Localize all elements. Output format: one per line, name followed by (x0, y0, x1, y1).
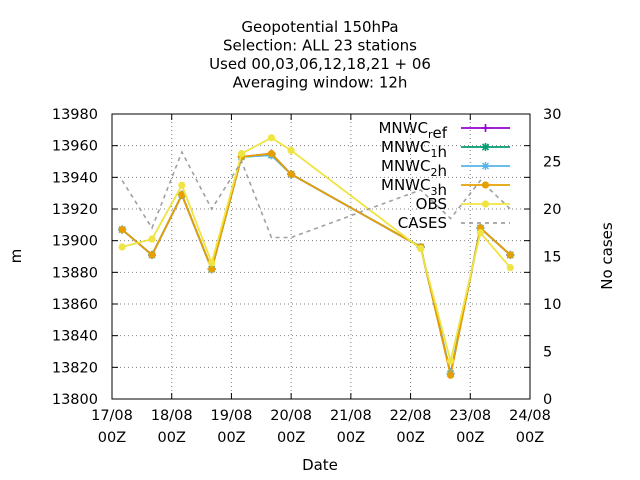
y-tick-label: 13940 (52, 170, 98, 186)
x-tick-label: 00Z (337, 430, 365, 446)
legend-label-part: MNWC (381, 138, 430, 156)
x-tick-label: 17/08 (91, 408, 133, 424)
data-point (267, 149, 276, 158)
series-line (121, 150, 511, 239)
data-point (118, 243, 126, 251)
x-tick-label: 00Z (158, 430, 186, 446)
legend-label: CASES (398, 214, 447, 232)
data-point (208, 259, 216, 267)
data-point (481, 162, 490, 170)
legend-label: MNWCref (378, 119, 447, 142)
data-point (237, 149, 246, 158)
series-obs (118, 134, 514, 365)
legend-label-part: MNWC (381, 176, 430, 194)
y-tick-label: 13840 (52, 329, 98, 345)
x-tick-label: 00Z (217, 430, 245, 446)
x-tick-label: 18/08 (151, 408, 193, 424)
title-line: Geopotential 150hPa (241, 18, 398, 36)
x-tick-label: 21/08 (330, 408, 372, 424)
x-tick-label: 20/08 (270, 408, 312, 424)
legend-label: OBS (416, 195, 447, 213)
data-point (148, 235, 156, 243)
legend-label-part: 1 (430, 147, 437, 160)
series-line (121, 136, 511, 362)
series-lines (118, 134, 515, 379)
y2-tick-label: 30 (543, 107, 561, 123)
legend-label-part: r (428, 128, 433, 141)
data-point (481, 200, 490, 208)
data-point (476, 229, 485, 237)
y-tick-label: 13920 (52, 202, 98, 218)
data-point (506, 263, 514, 272)
data-point (481, 181, 490, 189)
y2-axis-label: No cases (598, 222, 616, 290)
data-point (287, 146, 295, 155)
x-tick-label: 23/08 (449, 408, 491, 424)
y2-tick-label: 20 (543, 202, 561, 218)
y2-tick-label: 15 (543, 250, 561, 266)
x-tick-label: 00Z (516, 430, 544, 446)
y-tick-label: 13860 (52, 297, 98, 313)
legend-label-part: h (437, 143, 447, 161)
data-point (178, 181, 186, 189)
data-point (506, 251, 514, 259)
legend-label: MNWC3h (381, 176, 447, 199)
data-point (208, 265, 216, 273)
legend-label-part: MNWC (381, 157, 430, 175)
data-point (417, 244, 425, 253)
series-cases (121, 150, 511, 239)
y-tick-label: 13880 (52, 265, 98, 281)
legend-label-part: h (437, 181, 447, 199)
x-tick-label: 19/08 (211, 408, 253, 424)
data-point (481, 124, 490, 132)
data-point (118, 225, 126, 234)
legend-label-part: ef (432, 124, 447, 142)
x-axis-label: Date (302, 456, 338, 474)
y2-tick-label: 0 (543, 392, 552, 408)
plot-frame (111, 113, 531, 400)
legend-label-part: 2 (430, 166, 437, 179)
legend-label: MNWC1h (381, 138, 447, 161)
data-point (287, 170, 295, 178)
x-tick-label: 24/08 (509, 408, 551, 424)
data-point (446, 371, 455, 379)
legend-label-part: OBS (416, 195, 447, 213)
y-tick-label: 13980 (52, 107, 98, 123)
x-tick-label: 00Z (456, 430, 484, 446)
y-tick-label: 13900 (52, 234, 98, 250)
y-tick-label: 13960 (52, 139, 98, 155)
legend-label: MNWC2h (381, 157, 447, 180)
x-tick-label: 22/08 (390, 408, 432, 424)
y2-tick-label: 5 (543, 345, 552, 361)
legend-label-part: h (437, 162, 447, 180)
data-point (148, 251, 156, 259)
y-axis-label: m (7, 249, 25, 264)
y-tick-label: 13800 (52, 392, 98, 408)
title-line: Used 00,03,06,12,18,21 + 06 (209, 55, 431, 73)
title-line: Averaging window: 12h (233, 74, 408, 92)
legend-label-part: 3 (430, 185, 437, 198)
x-tick-label: 00Z (98, 430, 126, 446)
data-point (446, 357, 455, 365)
legend-label-part: MNWC (378, 119, 427, 137)
grid (112, 114, 530, 399)
y2-tick-label: 25 (543, 155, 561, 171)
x-tick-label: 00Z (396, 430, 424, 446)
axes: 13800 13820 13840 13860 13880 13900 13920 13940… (7, 107, 616, 474)
title-line: Selection: ALL 23 stations (223, 37, 417, 55)
data-point (481, 143, 490, 151)
y2-tick-label: 10 (543, 297, 561, 313)
x-tick-label: 00Z (277, 430, 305, 446)
data-point (178, 191, 186, 199)
data-point (267, 134, 276, 142)
y-tick-label: 13820 (52, 360, 98, 376)
legend-label-part: CASES (398, 214, 447, 232)
